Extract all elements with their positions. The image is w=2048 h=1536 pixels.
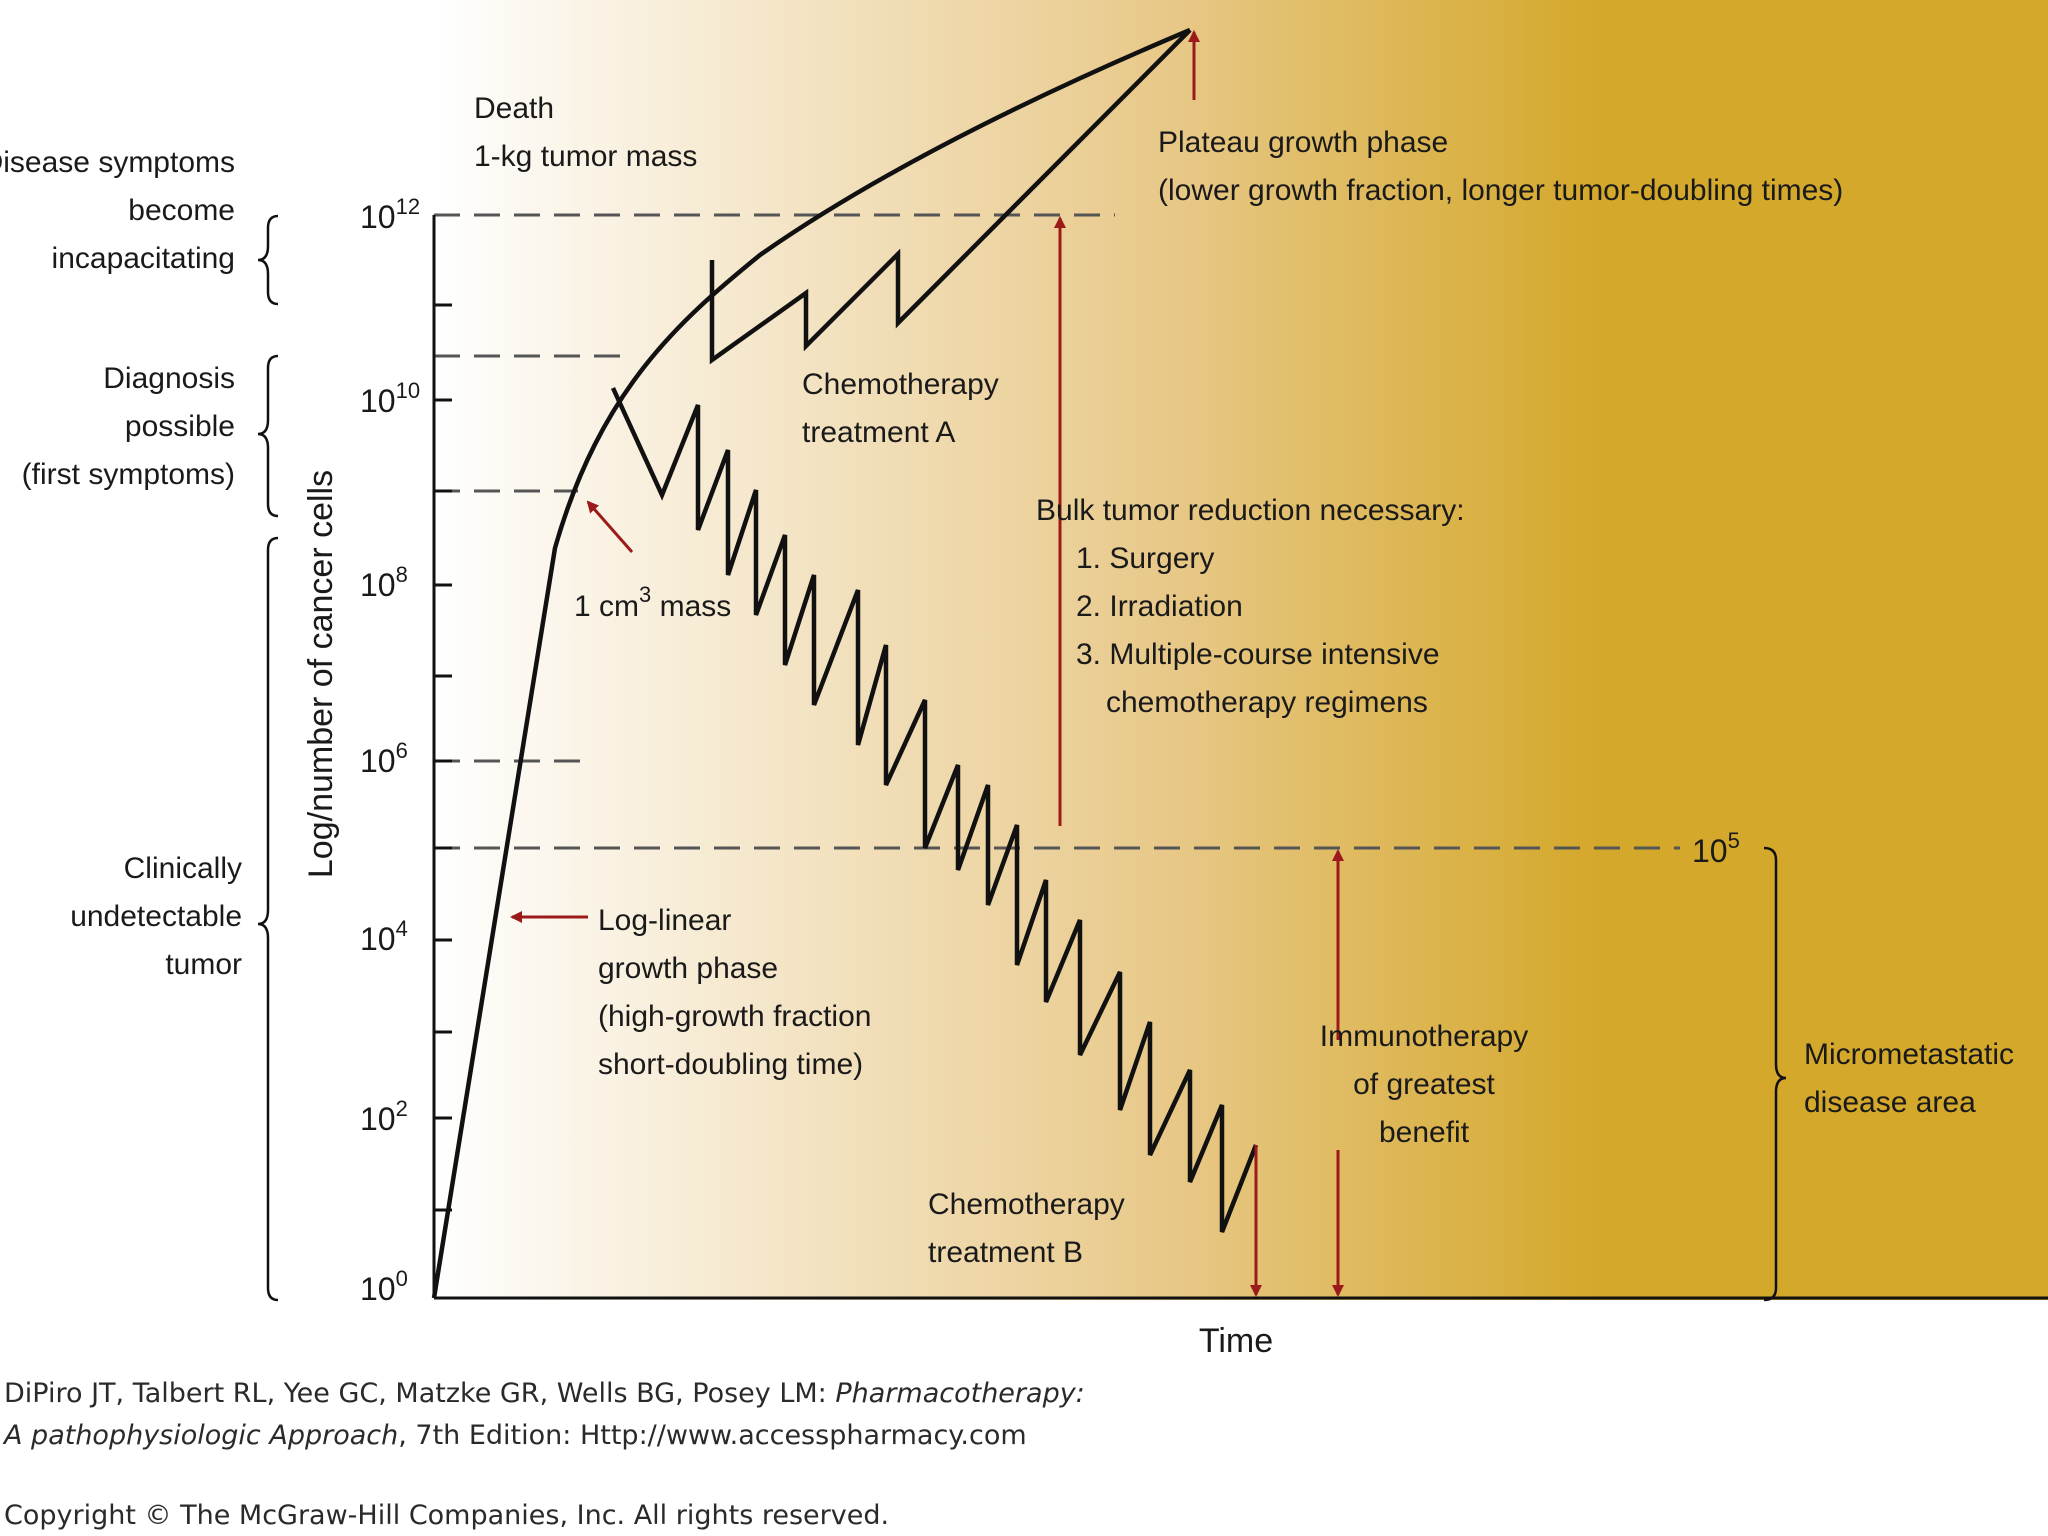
threshold-label: 105	[1692, 828, 1740, 869]
label-line: Immunotherapy	[1320, 1020, 1528, 1053]
label-line: tumor	[165, 948, 242, 981]
citation-authors: DiPiro JT, Talbert RL, Yee GC, Matzke GR…	[4, 1378, 836, 1409]
axes	[432, 215, 2048, 1300]
label-line: growth phase	[598, 952, 778, 985]
chemo-a-label: Chemotherapy treatment A	[802, 368, 999, 449]
label-line: treatment B	[928, 1236, 1083, 1269]
red-arrows	[510, 30, 1344, 1297]
chemo-b-label: Chemotherapy treatment B	[928, 1188, 1125, 1269]
label-line: Clinically	[124, 852, 242, 885]
label-line: 2. Irradiation	[1076, 590, 1243, 623]
undetectable-label: Clinically undetectable tumor	[70, 852, 242, 981]
one-cm-arrow	[586, 500, 634, 553]
y-tick-label-8: 108	[360, 562, 408, 603]
bulk-reduction-label: Bulk tumor reduction necessary: 1. Surge…	[1036, 494, 1465, 719]
label-line: Micrometastatic	[1804, 1038, 2014, 1071]
label-line: Death	[474, 92, 554, 125]
label-line: short-doubling time)	[598, 1048, 863, 1081]
label-line: undetectable	[70, 900, 242, 933]
label-line: benefit	[1379, 1116, 1470, 1149]
plateau-label: Plateau growth phase (lower growth fract…	[1158, 126, 1843, 207]
x-axis-label: Time	[1199, 1322, 1273, 1360]
bracket-incapacitating	[257, 214, 279, 306]
y-tick-labels: 100 102 104 106 108 1010 1012 105	[360, 194, 1740, 1307]
chemo-b-sawtooth	[610, 387, 1259, 1233]
label-line: treatment A	[802, 416, 955, 449]
y-axis-label: Log/number of cancer cells	[302, 470, 340, 878]
diagnosis-label: Diagnosis possible (first symptoms)	[22, 362, 235, 491]
citation-line-1: DiPiro JT, Talbert RL, Yee GC, Matzke GR…	[4, 1378, 1085, 1409]
reference-dashes	[434, 213, 1680, 850]
label-line: disease area	[1804, 1086, 1976, 1119]
label-line: 1. Surgery	[1076, 542, 1214, 575]
log-linear-label: Log-linear growth phase (high-growth fra…	[598, 904, 871, 1081]
citation-edition-url: , 7th Edition: Http://www.accesspharmacy…	[398, 1420, 1027, 1451]
tumor-growth-curve	[431, 27, 1191, 1299]
label-line: of greatest	[1353, 1068, 1495, 1101]
y-tick-label-12: 1012	[360, 194, 420, 235]
brackets	[257, 214, 1787, 1302]
label-line: Diagnosis	[103, 362, 235, 395]
chemo-a-sawtooth	[709, 28, 1192, 365]
label-line: Plateau growth phase	[1158, 126, 1448, 159]
background-gradient	[434, 0, 2048, 1300]
label-line: incapacitating	[52, 242, 235, 275]
one-cm-mass-label: 1 cm3 mass	[574, 582, 731, 623]
immunotherapy-label: Immunotherapy of greatest benefit	[1320, 1020, 1528, 1149]
incapacitating-label: Disease symptoms become incapacitating	[0, 146, 235, 275]
label-line: Chemotherapy	[802, 368, 999, 401]
death-label: Death 1-kg tumor mass	[474, 92, 697, 173]
y-tick-label-2: 102	[360, 1096, 408, 1137]
y-tick-label-10: 1010	[360, 378, 420, 419]
citation-book-subtitle: A pathophysiologic Approach	[4, 1420, 399, 1451]
label-line: Log-linear	[598, 904, 731, 937]
label-line: (first symptoms)	[22, 458, 235, 491]
label-line: Bulk tumor reduction necessary:	[1036, 494, 1465, 527]
label-line: 1-kg tumor mass	[474, 140, 697, 173]
label-line: 3. Multiple-course intensive	[1076, 638, 1440, 671]
bracket-diagnosis	[257, 354, 279, 518]
citation-line-2: A pathophysiologic Approach, 7th Edition…	[4, 1420, 1027, 1451]
citation-book-title: Pharmacotherapy:	[835, 1378, 1085, 1409]
y-tick-label-4: 104	[360, 916, 408, 957]
label-line: Chemotherapy	[928, 1188, 1125, 1221]
y-tick-label-6: 106	[360, 738, 408, 779]
bracket-undetectable	[257, 536, 279, 1302]
label-line: Disease symptoms	[0, 146, 235, 179]
label-line: possible	[125, 410, 235, 443]
label-line: (lower growth fraction, longer tumor-dou…	[1158, 174, 1843, 207]
copyright-notice: Copyright © The McGraw-Hill Companies, I…	[4, 1500, 890, 1531]
y-tick-label-0: 100	[360, 1266, 408, 1307]
label-line: (high-growth fraction	[598, 1000, 871, 1033]
bracket-micrometastatic	[1763, 846, 1787, 1302]
label-line: become	[128, 194, 235, 227]
micrometastatic-label: Micrometastatic disease area	[1804, 1038, 2014, 1119]
label-line: chemotherapy regimens	[1106, 686, 1428, 719]
